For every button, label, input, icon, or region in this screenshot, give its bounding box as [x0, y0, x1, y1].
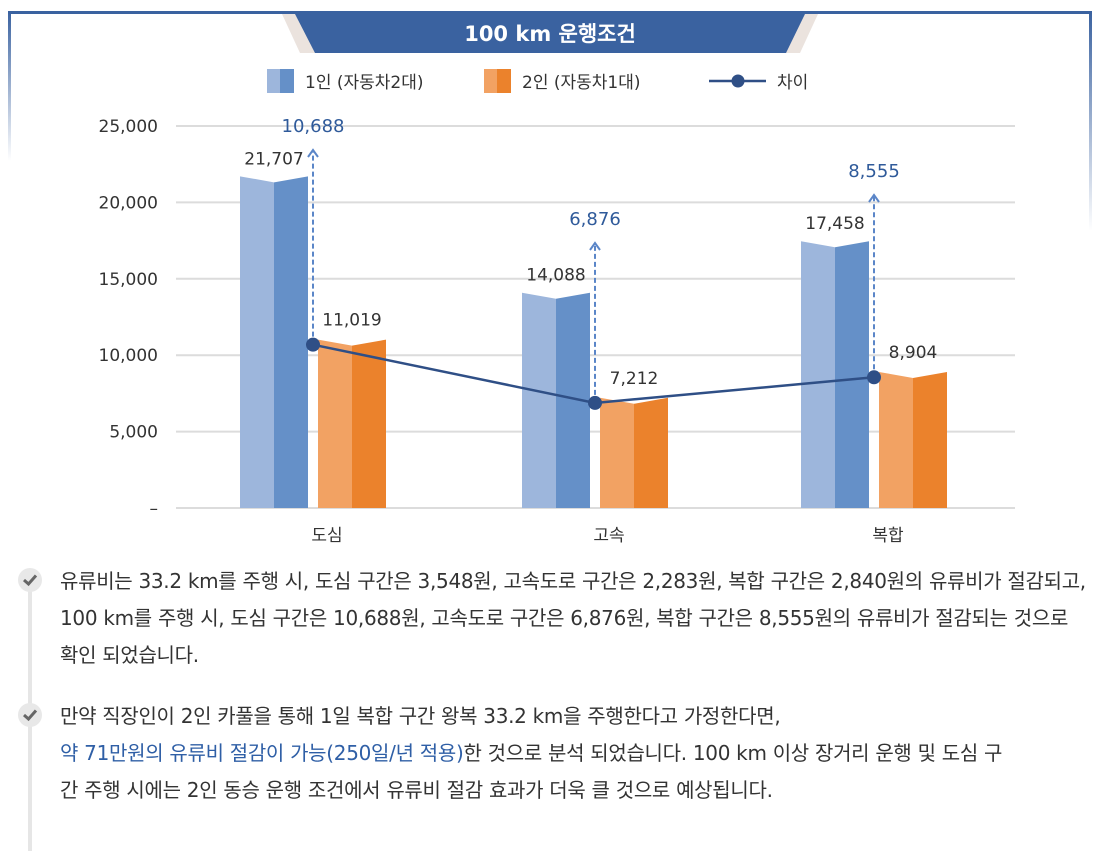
bar-series1-dark — [835, 241, 869, 508]
y-tick-label: 10,000 — [99, 346, 158, 366]
y-tick-label: 25,000 — [99, 117, 158, 137]
y-tick-label: 20,000 — [99, 193, 158, 213]
bar-series2-dark — [352, 339, 386, 508]
chart-title: 100 km 운행조건 — [464, 22, 636, 46]
value-label-series2: 8,904 — [889, 343, 938, 363]
y-tick-label: – — [150, 499, 159, 519]
legend-label-series1: 1인 (자동차2대) — [305, 73, 424, 93]
value-labels: 21,707 11,019 10,688 14,088 7,212 6,876 17,458… — [244, 116, 937, 389]
frame-left-border — [8, 11, 11, 161]
note-2-text-before: 만약 직장인이 2인 카풀을 통해 1일 복합 구간 왕복 33.2 km을 주… — [60, 704, 781, 728]
legend-label-difference: 차이 — [777, 73, 808, 93]
value-label-difference: 8,555 — [848, 161, 900, 182]
bar-series1-dark — [274, 176, 308, 508]
x-tick-label: 복합 — [872, 526, 904, 546]
value-label-difference: 6,876 — [569, 209, 621, 230]
note-2-text-after: 한 것으로 분석 되었습니다. 100 km 이상 장거리 운행 및 도심 구간… — [60, 741, 1003, 802]
bar-series2-light — [879, 371, 913, 508]
legend-swatch-series1-dark — [280, 69, 294, 93]
frame-right-border — [1089, 11, 1092, 231]
difference-line — [306, 337, 881, 410]
difference-arrow-head — [868, 193, 880, 203]
y-tick-label: 15,000 — [99, 270, 158, 290]
note-1: 유류비는 33.2 km를 주행 시, 도심 구간은 3,548원, 고속도로 … — [60, 569, 1086, 667]
frame-top-border — [8, 11, 1092, 14]
difference-arrows — [307, 148, 880, 403]
value-label-series1: 14,088 — [526, 266, 585, 286]
y-tick-label: 5,000 — [109, 423, 158, 443]
bar-series1-light — [240, 176, 274, 508]
difference-point — [867, 370, 881, 385]
bar-series2-light — [600, 397, 634, 508]
note-2-highlight: 약 71만원의 유류비 절감이 가능(250일/년 적용) — [60, 741, 464, 765]
difference-arrow-head — [307, 148, 319, 158]
difference-arrow-head — [589, 241, 601, 251]
value-label-series1: 21,707 — [244, 149, 303, 169]
bars — [240, 176, 947, 508]
bar-series1-dark — [556, 292, 590, 508]
check-icon — [18, 703, 42, 727]
note-2: 만약 직장인이 2인 카풀을 통해 1일 복합 구간 왕복 33.2 km을 주… — [60, 698, 1020, 809]
legend-label-series2: 2인 (자동차1대) — [522, 73, 641, 93]
legend-swatch-series1-light — [267, 69, 280, 93]
banner-shadow-right — [782, 14, 818, 53]
x-tick-label: 고속 — [593, 526, 624, 546]
y-axis-ticks: – 5,000 10,000 15,000 20,000 25,000 — [99, 117, 158, 519]
difference-series-line — [312, 343, 875, 405]
chart: 100 km 운행조건 1인 (자동차2대) 2인 (자동차1대) 차이 – 5,… — [99, 14, 1015, 546]
bar-series1-light — [801, 241, 835, 508]
bar-series2-dark — [634, 397, 668, 508]
bar-series2-dark — [913, 371, 947, 508]
value-label-difference: 10,688 — [282, 116, 345, 137]
legend-swatch-series2-dark — [497, 69, 511, 93]
difference-point — [306, 337, 320, 352]
legend: 1인 (자동차2대) 2인 (자동차1대) 차이 — [267, 69, 808, 93]
difference-point — [588, 395, 602, 410]
title-banner: 100 km 운행조건 — [282, 14, 818, 53]
x-axis-ticks: 도심 고속 복합 — [311, 526, 904, 546]
bar-series2-light — [318, 339, 352, 508]
check-icon — [18, 568, 42, 592]
value-label-series1: 17,458 — [805, 214, 864, 234]
banner-shadow-left — [282, 14, 318, 53]
legend-swatch-series2-light — [484, 69, 497, 93]
bar-series1-light — [522, 292, 556, 508]
value-label-series2: 11,019 — [322, 311, 381, 331]
banner-background — [295, 14, 805, 53]
legend-marker-difference — [731, 74, 745, 88]
x-tick-label: 도심 — [311, 526, 342, 546]
value-label-series2: 7,212 — [610, 369, 659, 389]
